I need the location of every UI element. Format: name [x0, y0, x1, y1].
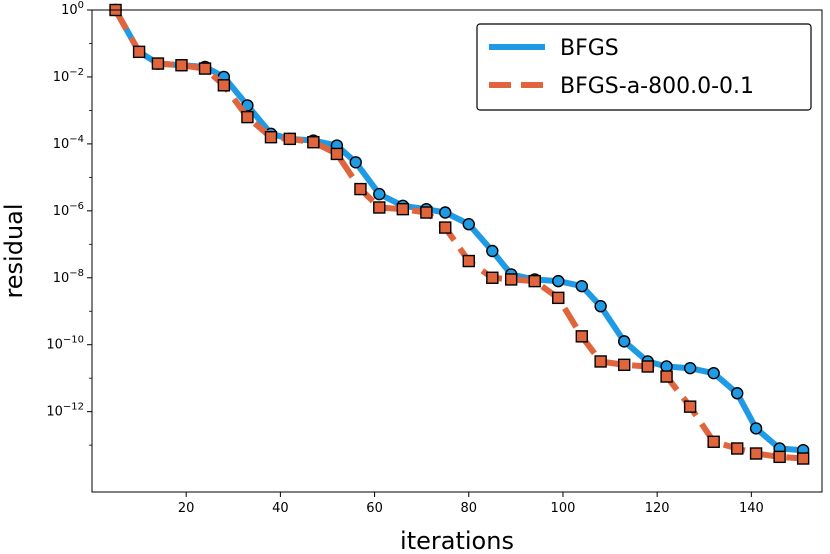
point-bfgs-a-20	[552, 291, 565, 305]
x-tick-label-40: 40	[272, 501, 289, 516]
x-axis-label: iterations	[400, 527, 514, 554]
point-bfgs-a-12	[373, 201, 386, 214]
point-bfgs-a-1	[132, 45, 146, 59]
x-tick-label-20: 20	[178, 501, 195, 516]
x-tick-label-100: 100	[551, 501, 576, 516]
axis-ticks: 20 40 60 80 100 120 140 100 10−2 10−4 10−6 10−8 10−1…	[46, 0, 763, 516]
y-tick-label-5: 10−10	[46, 335, 84, 353]
point-bfgs-27	[707, 366, 720, 380]
point-bfgs-a-10	[330, 147, 344, 161]
point-bfgs-a-3	[175, 59, 188, 72]
plot-frame	[91, 9, 823, 493]
y-tick-label-3: 10−6	[53, 201, 84, 219]
legend-label-bfgs: BFGS	[560, 36, 619, 61]
point-bfgs-a-14	[420, 206, 433, 219]
point-bfgs-a-30	[773, 450, 786, 464]
point-bfgs-a-29	[749, 447, 763, 460]
point-bfgs-a-11	[354, 182, 367, 196]
point-bfgs-a-16	[462, 254, 475, 268]
point-bfgs-a-23	[617, 358, 631, 372]
legend-label-bfgs-a: BFGS-a-800.0-0.1	[560, 74, 754, 99]
point-bfgs-a-18	[504, 273, 518, 286]
point-bfgs-a-8	[283, 132, 297, 146]
point-bfgs-21	[575, 279, 589, 293]
point-bfgs-29	[749, 422, 763, 435]
x-tick-label-120: 120	[645, 501, 670, 516]
point-bfgs-11	[349, 156, 362, 169]
point-bfgs-16	[462, 218, 475, 231]
point-bfgs-12	[373, 187, 386, 201]
point-bfgs-a-24	[641, 360, 654, 373]
y-tick-label-2: 10−4	[53, 134, 84, 152]
series-layer	[109, 3, 810, 465]
point-bfgs-a-21	[575, 330, 589, 343]
point-bfgs-17	[486, 244, 499, 258]
y-tick-label-4: 10−8	[53, 268, 84, 286]
point-bfgs-a-5	[217, 79, 231, 92]
x-tick-label-80: 80	[461, 501, 478, 516]
point-bfgs-a-19	[528, 274, 541, 288]
point-bfgs-28	[731, 387, 744, 400]
point-bfgs-a-26	[683, 400, 697, 413]
point-bfgs-a-27	[707, 435, 720, 448]
point-bfgs-a-22	[594, 355, 607, 368]
point-bfgs-a-17	[486, 271, 499, 284]
y-tick-label-0: 100	[61, 0, 84, 18]
point-bfgs-a-6	[241, 110, 254, 124]
x-tick-label-60: 60	[366, 501, 383, 516]
x-tick-label-140: 140	[739, 501, 764, 516]
y-tick-label-6: 10−12	[46, 402, 84, 420]
y-axis-label: residual	[0, 203, 28, 298]
legend-box	[476, 23, 812, 111]
point-bfgs-a-28	[731, 442, 744, 455]
legend: BFGS BFGS-a-800.0-0.1	[476, 23, 812, 111]
point-bfgs-a-7	[264, 130, 278, 144]
point-bfgs-a-4	[198, 62, 212, 75]
point-bfgs-a-9	[307, 136, 320, 149]
point-bfgs-23	[617, 335, 631, 348]
point-bfgs-20	[552, 274, 565, 288]
point-bfgs-a-25	[660, 370, 673, 383]
y-tick-label-1: 10−2	[53, 67, 84, 85]
point-bfgs-26	[683, 361, 697, 375]
point-bfgs-a-15	[439, 221, 452, 234]
point-bfgs-a-13	[396, 202, 410, 216]
point-bfgs-a-2	[151, 57, 165, 70]
point-bfgs-a-31	[796, 452, 810, 465]
point-bfgs-15	[439, 206, 452, 219]
point-bfgs-22	[594, 300, 607, 313]
